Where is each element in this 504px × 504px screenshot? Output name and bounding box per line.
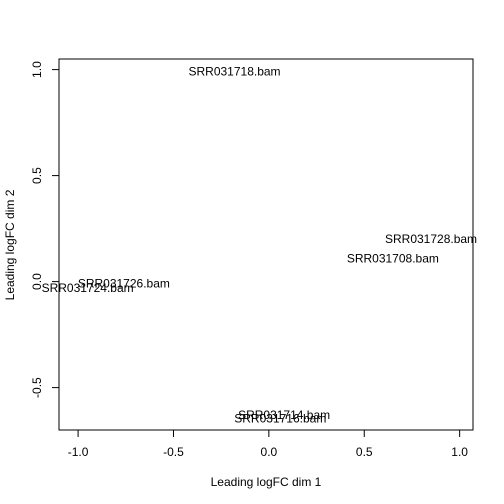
y-tick-label: 0.0 [30,273,44,290]
x-tick-label: 0.0 [261,445,278,459]
point-label: SRR031716.bam [234,411,326,425]
x-tick-label: -1.0 [68,445,89,459]
x-tick-label: 1.0 [451,445,468,459]
point-label: SRR031708.bam [347,251,439,265]
point-label: SRR031728.bam [385,232,477,246]
y-axis-label: Leading logFC dim 2 [3,189,17,300]
y-tick-label: 0.5 [30,167,44,184]
y-tick-label: 1.0 [30,61,44,78]
x-tick-label: -0.5 [163,445,184,459]
point-label: SRR031726.bam [78,277,170,291]
point-label: SRR031724.bam [42,281,134,295]
y-tick-label: -0.5 [30,377,44,398]
point-label: SRR031714.bam [238,408,330,422]
x-tick-label: 0.5 [356,445,373,459]
x-axis-label: Leading logFC dim 1 [211,475,322,489]
point-label: SRR031718.bam [188,65,280,79]
